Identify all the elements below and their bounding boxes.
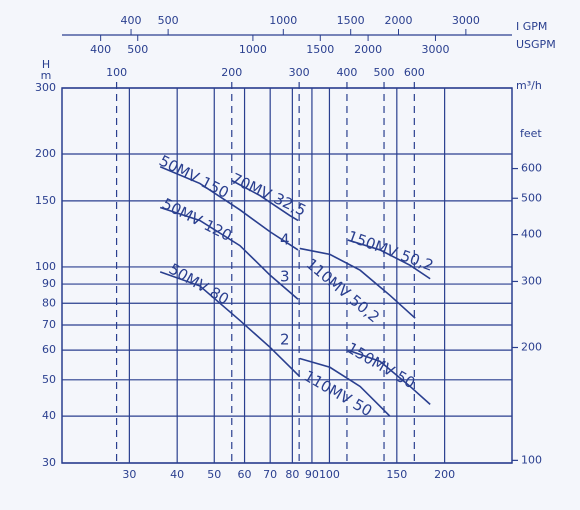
y-unit: m xyxy=(41,69,52,82)
x-tick-label: 80 xyxy=(285,468,299,481)
stage-label: 3 xyxy=(280,268,290,286)
feet-tick-label: 500 xyxy=(521,191,542,204)
y-tick-label: 90 xyxy=(42,277,56,290)
y-tick-label: 80 xyxy=(42,296,56,309)
x-tick-label: 150 xyxy=(386,468,407,481)
stage-label: 2 xyxy=(280,331,290,349)
y-tick-label: 150 xyxy=(35,194,56,207)
pump-curve xyxy=(159,271,301,378)
feet-tick-label: 200 xyxy=(521,340,542,353)
x-label: m³/h xyxy=(516,79,542,92)
x-tick-label: 100 xyxy=(106,66,127,79)
x-tick-label: 200 xyxy=(221,66,242,79)
pump-curve xyxy=(159,165,299,251)
x-tick-label: 60 xyxy=(238,468,252,481)
igpm-tick-label: 1500 xyxy=(337,14,365,27)
usgpm-tick-label: 1000 xyxy=(239,43,267,56)
feet-tick-label: 400 xyxy=(521,228,542,241)
feet-tick-label: 100 xyxy=(521,453,542,466)
pump-curve xyxy=(231,179,299,222)
feet-tick-label: 600 xyxy=(521,162,542,175)
igpm-tick-label: 1000 xyxy=(269,14,297,27)
y-tick-label: 70 xyxy=(42,318,56,331)
x-tick-label: 600 xyxy=(404,66,425,79)
pump-curve xyxy=(299,247,416,319)
usgpm-tick-label: 3000 xyxy=(421,43,449,56)
y-tick-label: 100 xyxy=(35,260,56,273)
y-tick-label: 300 xyxy=(35,81,56,94)
pump-curve xyxy=(347,239,431,280)
y-tick-label: 40 xyxy=(42,409,56,422)
y-tick-label: 50 xyxy=(42,373,56,386)
x-tick-label: 50 xyxy=(207,468,221,481)
x-tick-label: 30 xyxy=(122,468,136,481)
usgpm-tick-label: 1500 xyxy=(306,43,334,56)
igpm-tick-label: 3000 xyxy=(452,14,480,27)
x-tick-label: 40 xyxy=(170,468,184,481)
igpm-tick-label: 400 xyxy=(121,14,142,27)
usgpm-tick-label: 400 xyxy=(90,43,111,56)
usgpm-tick-label: 500 xyxy=(127,43,148,56)
x-tick-label: 70 xyxy=(263,468,277,481)
igpm-tick-label: 500 xyxy=(158,14,179,27)
feet-label: feet xyxy=(520,127,542,140)
usgpm-tick-label: 2000 xyxy=(354,43,382,56)
pump-curve xyxy=(347,349,431,405)
curve-label: 150MV 50 xyxy=(344,339,419,392)
y-label: H xyxy=(42,58,50,71)
y-tick-label: 30 xyxy=(42,456,56,469)
x-tick-label: 400 xyxy=(336,66,357,79)
curve-label: 110MV 50,2 xyxy=(303,255,384,327)
usgpm-label: USGPM xyxy=(516,38,556,51)
x-tick-label: 300 xyxy=(289,66,310,79)
x-tick-label: 100 xyxy=(319,468,340,481)
pump-curve xyxy=(299,357,391,417)
y-tick-label: 60 xyxy=(42,343,56,356)
x-tick-label: 200 xyxy=(434,468,455,481)
x-tick-label: 90 xyxy=(305,468,319,481)
feet-tick-label: 300 xyxy=(521,274,542,287)
curve-label: 50MV 120 xyxy=(159,195,235,245)
curve-label: 70MV 32,5 xyxy=(228,169,309,219)
igpm-tick-label: 2000 xyxy=(384,14,412,27)
x-tick-label: 500 xyxy=(374,66,395,79)
stage-label: 4 xyxy=(280,231,290,249)
curve-label: 150MV 50,2 xyxy=(345,227,436,275)
y-tick-label: 200 xyxy=(35,147,56,160)
pump-curve xyxy=(159,206,299,300)
igpm-label: I GPM xyxy=(516,20,547,33)
